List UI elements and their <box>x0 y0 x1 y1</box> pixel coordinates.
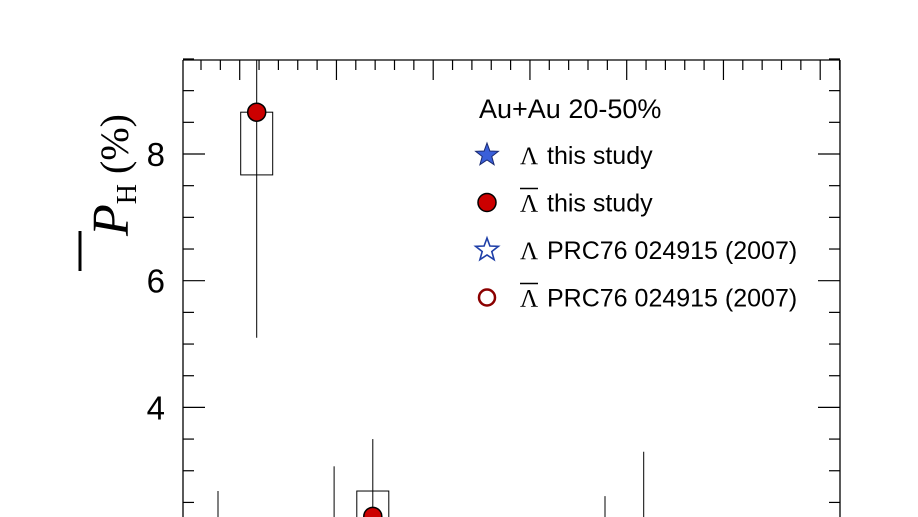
y-axis-label-subscript: H <box>112 184 143 204</box>
y-tick-label: 6 <box>147 263 165 300</box>
legend-marker-star-open <box>473 235 501 262</box>
svg-text:PH(%): PH (%) <box>83 114 143 237</box>
legend-entry-label: PRC76 024915 (2007) <box>547 237 797 265</box>
legend-marker-star-filled <box>474 141 500 166</box>
legend-entry-label: PRC76 024915 (2007) <box>547 285 797 313</box>
legend-title: Au+Au 20-50% <box>479 94 661 124</box>
legend-particle-symbol: Λ <box>520 238 538 265</box>
legend-entry-label: this study <box>547 142 653 170</box>
legend-marker-circle-open <box>477 288 497 307</box>
y-axis-label-symbol: P <box>83 204 140 237</box>
legend-marker-circle-filled <box>477 192 497 213</box>
y-axis-label-unit: (%) <box>92 114 137 174</box>
legend-entry-label: this study <box>547 190 653 218</box>
y-tick-label: 4 <box>147 389 165 426</box>
legend-particle-symbol: Λ <box>520 286 538 313</box>
legend-particle-symbol: Λ <box>520 191 538 218</box>
y-tick-label: 8 <box>147 136 165 173</box>
plot-frame <box>182 59 841 517</box>
y-axis-label: PH (%) <box>78 114 143 271</box>
data-point <box>246 102 267 122</box>
data-point <box>363 506 383 517</box>
legend-particle-symbol: Λ <box>520 143 538 170</box>
axis-ticks <box>183 58 841 504</box>
y-tick-labels: 4 6 8 <box>147 136 165 426</box>
systematic-error-boxes <box>240 111 390 517</box>
data-points <box>246 102 383 517</box>
